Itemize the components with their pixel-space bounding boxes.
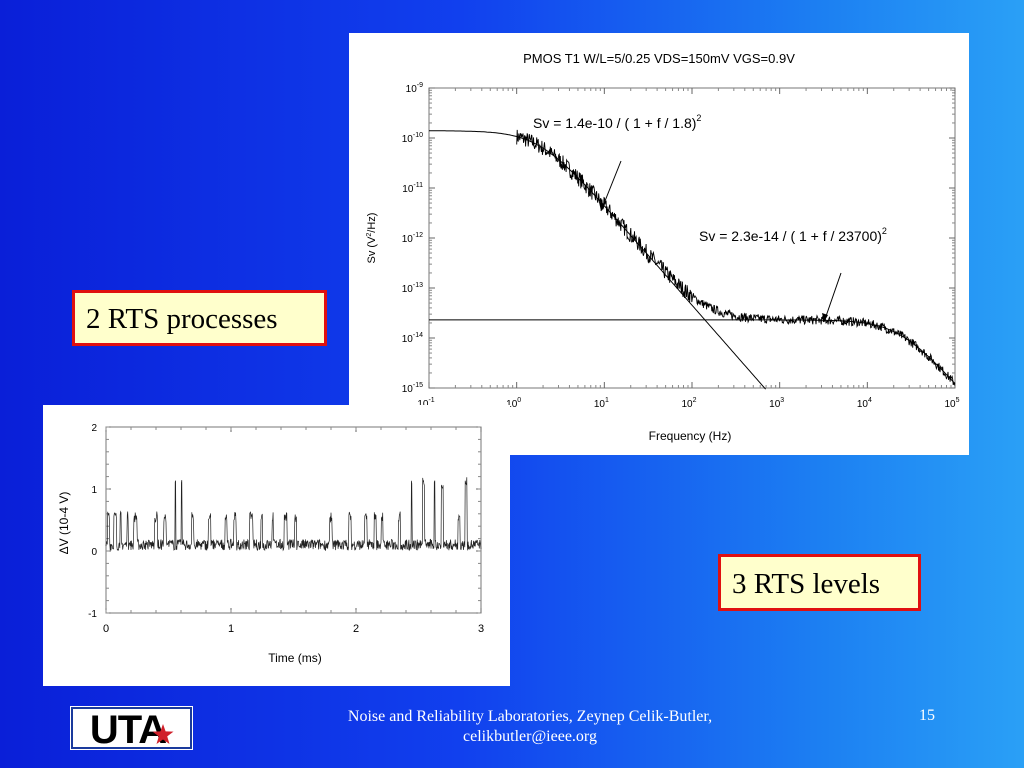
tick-marks <box>105 426 482 614</box>
rts-voltage-trace-line <box>105 477 482 552</box>
x-tick-label: 102 <box>681 397 696 410</box>
fit-1-arrowhead <box>599 202 605 211</box>
chart-title: PMOS T1 W/L=5/0.25 VDS=150mV VGS=0.9V <box>523 51 795 66</box>
fit-1-annotation: Sv = 1.4e-10 / ( 1 + f / 1.8)2 <box>533 113 701 131</box>
star-icon <box>152 724 174 744</box>
x-tick-label: 10-1 <box>417 397 434 410</box>
x-tick-labels: 10-1 100 101 102 103 104 105 <box>417 397 959 410</box>
logo-text: UTA <box>90 708 166 752</box>
x-tick-label: 0 <box>103 623 109 635</box>
y-tick-label: 10-11 <box>402 182 423 195</box>
y-tick-label: 2 <box>91 423 97 434</box>
uta-logo-svg: UTA <box>71 707 192 752</box>
y-tick-label: -1 <box>88 609 97 620</box>
fit-2-arrowhead <box>822 313 828 322</box>
uta-logo: UTA <box>70 706 193 752</box>
x-tick-label: 103 <box>769 397 784 410</box>
rts-processes-callout: 2 RTS processes <box>72 290 327 346</box>
y-axis-label: ΔV (10-4 V) <box>57 492 71 555</box>
x-tick-label: 1 <box>228 623 234 635</box>
lorentzian-fit-1-line <box>429 130 766 390</box>
y-tick-label: 10-15 <box>402 382 423 395</box>
noise-spectrum-chart: PMOS T1 W/L=5/0.25 VDS=150mV VGS=0.9V 10… <box>349 33 969 455</box>
rts-levels-text: 3 RTS levels <box>732 568 881 600</box>
x-tick-label: 105 <box>944 397 959 410</box>
x-axis-label: Frequency (Hz) <box>649 429 732 443</box>
credit-email: celikbutler@ieee.org <box>463 728 597 745</box>
measured-spectrum-line <box>516 129 956 386</box>
x-tick-label: 3 <box>478 623 484 635</box>
y-tick-label: 10-9 <box>406 82 423 95</box>
y-tick-label: 10-14 <box>402 332 423 345</box>
fit-2-annotation: Sv = 2.3e-14 / ( 1 + f / 23700)2 <box>699 226 887 244</box>
tick-marks <box>428 87 956 389</box>
footer-credit: Noise and Reliability Laboratories, Zeyn… <box>290 707 770 747</box>
x-axis-label: Time (ms) <box>268 651 322 665</box>
plot-frame <box>105 426 482 614</box>
rts-processes-text: 2 RTS processes <box>86 303 278 335</box>
rts-time-trace-chart: -1 0 1 2 0 1 2 3 ΔV (10-4 V) Time (ms) <box>43 405 510 686</box>
x-tick-label: 100 <box>506 397 521 410</box>
y-tick-label: 10-12 <box>402 232 423 245</box>
x-tick-label: 101 <box>594 397 609 410</box>
fit-2-arrow <box>823 272 842 323</box>
y-axis-label: Sv (V2/Hz) <box>366 213 378 264</box>
y-tick-label: 10-10 <box>402 132 423 145</box>
y-tick-labels: 10-15 10-14 10-13 10-12 10-11 10-10 10-9 <box>402 82 423 395</box>
y-tick-label: 1 <box>91 485 97 496</box>
y-tick-label: 10-13 <box>402 282 423 295</box>
lorentzian-fit-2-line <box>429 319 956 384</box>
rts-time-trace-svg: -1 0 1 2 0 1 2 3 ΔV (10-4 V) Time (ms) <box>57 423 484 665</box>
x-tick-label: 2 <box>353 623 359 635</box>
x-tick-label: 104 <box>857 397 872 410</box>
page-number: 15 <box>919 707 935 724</box>
noise-spectrum-svg: PMOS T1 W/L=5/0.25 VDS=150mV VGS=0.9V 10… <box>366 51 960 443</box>
y-tick-label: 0 <box>91 547 97 558</box>
y-tick-labels: -1 0 1 2 <box>88 423 97 620</box>
x-tick-labels: 0 1 2 3 <box>103 623 484 635</box>
fit-1-arrow <box>600 160 622 212</box>
rts-levels-callout: 3 RTS levels <box>718 554 921 611</box>
credit-line-1: Noise and Reliability Laboratories, Zeyn… <box>347 708 713 725</box>
